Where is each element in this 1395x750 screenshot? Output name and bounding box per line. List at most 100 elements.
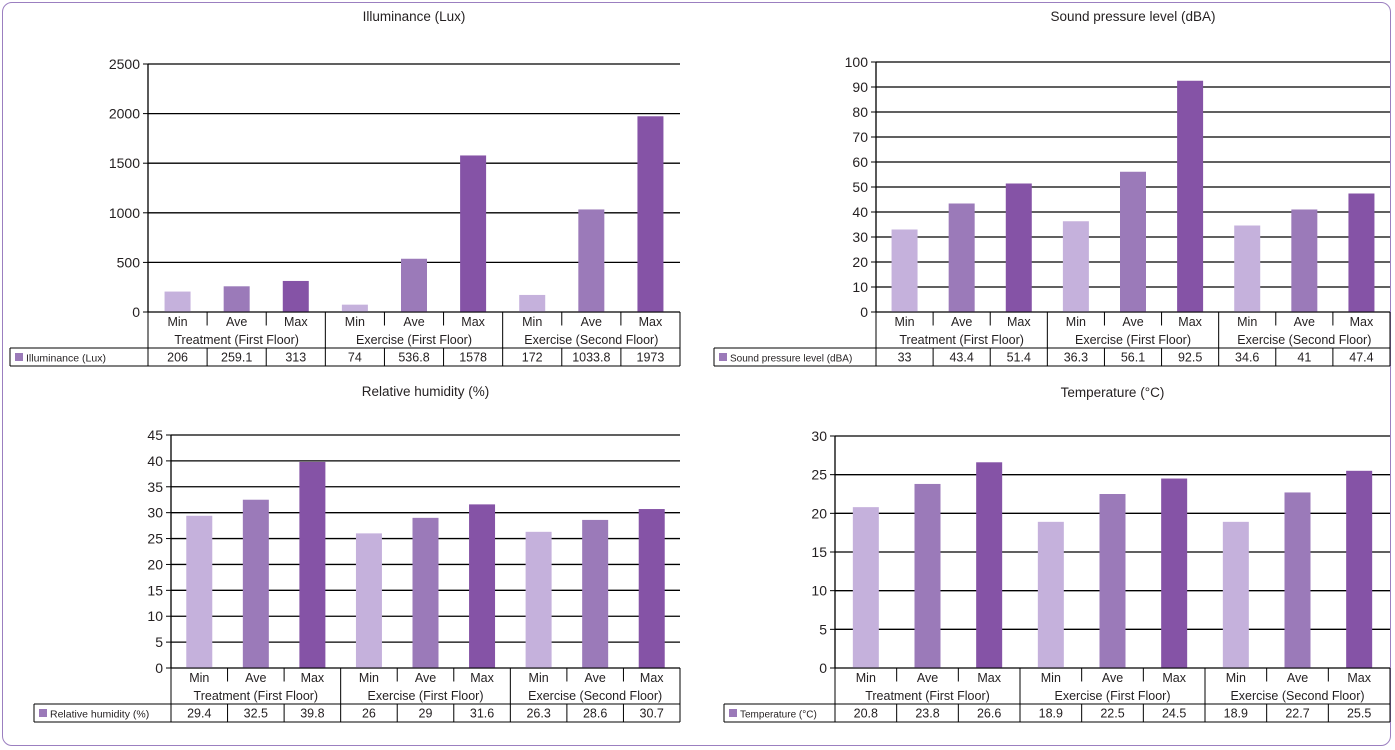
y-tick-label: 70: [852, 129, 868, 145]
sound-pressure-chart: Sound pressure level (dBA) 0 10 20 30 40 50 60 7…: [713, 9, 1391, 367]
group-label: Exercise (Second Floor): [1237, 333, 1371, 347]
bar-ave: [223, 286, 250, 312]
x-tick-label-max: Max: [1162, 671, 1186, 685]
bar-ave: [1120, 171, 1146, 312]
chart-title: Temperature (°C): [1061, 385, 1165, 400]
y-tick-label: 20: [147, 556, 163, 572]
bar-ave: [914, 483, 941, 668]
bar-max: [1348, 193, 1375, 312]
x-tick-label-min: Min: [856, 671, 876, 685]
bar-min: [891, 229, 918, 312]
x-tick-label-ave: Ave: [917, 671, 938, 685]
y-tick-label: 1000: [109, 205, 140, 221]
x-tick-label-max: Max: [1350, 315, 1374, 329]
y-tick-label: 25: [811, 467, 827, 483]
data-label: 259.1: [221, 351, 252, 365]
bar-max: [299, 461, 326, 668]
y-tick-label: 10: [147, 608, 163, 624]
y-tick-label: 15: [811, 544, 827, 560]
y-tick-label: 90: [852, 79, 868, 95]
data-label: 29.4: [187, 707, 211, 721]
bar-ave: [582, 519, 609, 668]
data-label: 1973: [637, 351, 665, 365]
bar-min: [852, 507, 879, 668]
x-tick-label-max: Max: [1007, 315, 1031, 329]
y-tick-label: 80: [852, 104, 868, 120]
legend-swatch: [719, 353, 727, 361]
chart-title: Illuminance (Lux): [363, 9, 466, 24]
bar-min: [1234, 225, 1261, 312]
y-tick-label: 35: [147, 479, 163, 495]
bar-min: [355, 533, 382, 668]
data-label: 18.9: [1224, 707, 1248, 721]
y-tick-label: 10: [811, 583, 827, 599]
x-tick-label-min: Min: [1237, 315, 1257, 329]
data-label: 206: [167, 351, 188, 365]
bar-ave: [948, 203, 975, 312]
x-tick-label-ave: Ave: [403, 315, 424, 329]
y-tick-label: 15: [147, 582, 163, 598]
legend-label: Illuminance (Lux): [26, 353, 106, 365]
x-tick-label-ave: Ave: [1294, 315, 1315, 329]
y-tick-label: 20: [852, 254, 868, 270]
data-label: 39.8: [300, 707, 324, 721]
y-tick-label: 5: [155, 634, 163, 650]
group-label: Exercise (Second Floor): [528, 689, 662, 703]
data-label: 92.5: [1178, 351, 1202, 365]
bar-max: [637, 116, 664, 312]
bar-max: [1161, 478, 1188, 668]
y-tick-label: 0: [819, 660, 827, 676]
bar-min: [525, 531, 552, 668]
x-tick-label-ave: Ave: [226, 315, 247, 329]
x-tick-label-ave: Ave: [245, 671, 266, 685]
y-tick-label: 5: [819, 621, 827, 637]
bar-max: [976, 462, 1003, 668]
legend-label: Temperature (°C): [740, 710, 817, 721]
data-label: 47.4: [1349, 351, 1373, 365]
legend-label: Relative humidity (%): [50, 709, 149, 721]
data-label: 30.7: [640, 707, 664, 721]
data-label: 20.8: [854, 707, 878, 721]
x-tick-label-max: Max: [1347, 671, 1371, 685]
x-tick-label-min: Min: [529, 671, 549, 685]
data-label: 22.7: [1285, 707, 1309, 721]
y-tick-label: 45: [147, 427, 163, 443]
x-tick-label-min: Min: [1041, 671, 1061, 685]
x-tick-label-ave: Ave: [581, 315, 602, 329]
bar-max: [469, 504, 496, 668]
data-label: 29: [419, 707, 433, 721]
x-tick-label-max: Max: [461, 315, 485, 329]
bar-max: [460, 155, 487, 312]
x-tick-label-ave: Ave: [1102, 671, 1123, 685]
illuminance-chart: Illuminance (Lux) 0 500 1000 1500 2000 2500 Min…: [9, 9, 681, 367]
y-tick-label: 2000: [109, 106, 140, 122]
y-tick-label: 60: [852, 154, 868, 170]
bar-min: [164, 291, 191, 312]
data-label: 26: [362, 707, 376, 721]
data-label: 26.3: [526, 707, 550, 721]
legend-swatch: [729, 709, 737, 717]
data-label: 31.6: [470, 707, 494, 721]
x-tick-label-min: Min: [1226, 671, 1246, 685]
y-tick-label: 40: [147, 453, 163, 469]
data-label: 22.5: [1100, 707, 1124, 721]
bar-min: [1222, 521, 1249, 668]
data-label: 51.4: [1007, 351, 1031, 365]
data-label: 28.6: [583, 707, 607, 721]
x-tick-label-ave: Ave: [1287, 671, 1308, 685]
x-tick-label-min: Min: [345, 315, 365, 329]
bar-ave: [1099, 494, 1126, 668]
bar-max: [1005, 183, 1032, 312]
legend-label: Sound pressure level (dBA): [730, 354, 852, 365]
x-tick-label-max: Max: [639, 315, 663, 329]
data-label: 33: [898, 351, 912, 365]
bar-ave: [401, 258, 427, 312]
y-tick-label: 30: [811, 428, 827, 444]
y-tick-label: 10: [852, 279, 868, 295]
x-tick-label-min: Min: [894, 315, 914, 329]
x-tick-label-min: Min: [167, 315, 187, 329]
x-tick-label-ave: Ave: [951, 315, 972, 329]
group-label: Exercise (First Floor): [1075, 333, 1191, 347]
data-label: 43.4: [949, 351, 973, 365]
